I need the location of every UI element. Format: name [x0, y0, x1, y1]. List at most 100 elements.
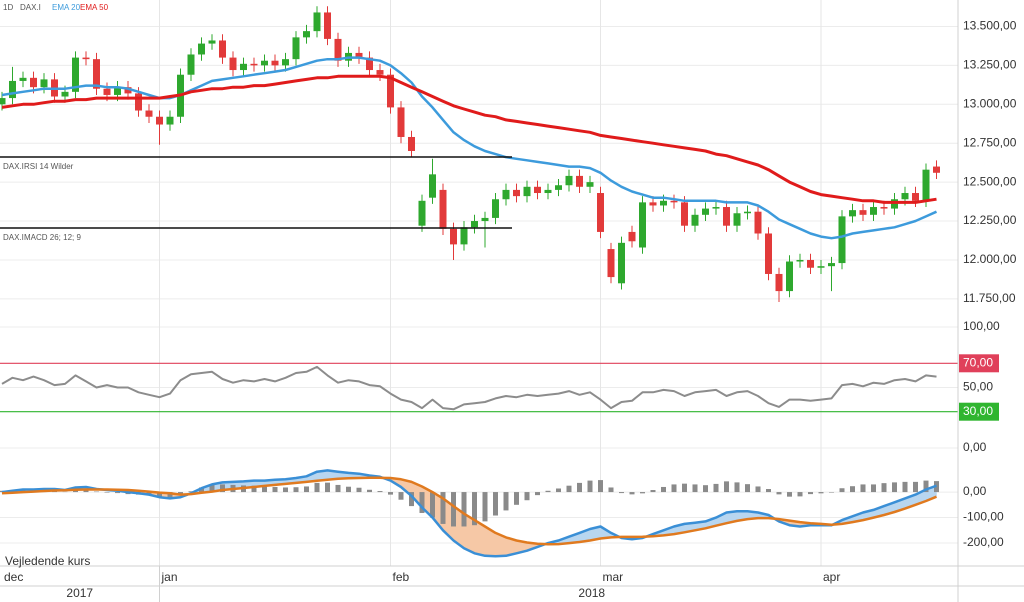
candle-body	[198, 43, 205, 55]
y-tick-label: 12.250,00	[963, 213, 1017, 227]
y-tick-label: 100,00	[963, 319, 1000, 333]
candle-body	[376, 70, 384, 75]
candle-body	[901, 193, 909, 200]
level-label: 30,00	[963, 404, 993, 418]
labels: 1D DAX.I DAX.I RSI 14 Wilder DAX.I MACD …	[3, 3, 1017, 600]
candle-body	[523, 186, 531, 197]
histogram-bar	[472, 492, 477, 526]
symbol: DAX.I	[3, 162, 24, 171]
candle-body	[124, 87, 132, 94]
histogram-bar	[797, 492, 803, 497]
histogram-bar	[325, 482, 330, 493]
candle-body	[775, 273, 783, 292]
histogram-bar	[818, 492, 824, 494]
histogram-bar	[272, 486, 278, 493]
candle-body	[817, 266, 825, 268]
histogram-bar	[440, 492, 446, 524]
candle-body	[828, 263, 835, 267]
y-tick-label: 13.500,00	[963, 19, 1017, 33]
candle-body	[481, 217, 489, 222]
histogram-bar	[850, 486, 855, 493]
histogram-bar	[167, 492, 173, 498]
histogram-bar	[209, 484, 215, 493]
histogram-bar	[556, 488, 561, 493]
line	[1, 365, 937, 411]
histogram-bar	[514, 492, 519, 505]
candle-body	[492, 199, 499, 218]
candle-body	[355, 52, 363, 58]
histogram-bar	[629, 492, 635, 495]
candle-body	[618, 242, 625, 284]
symbol: DAX.I	[3, 233, 24, 242]
candle-body	[292, 37, 300, 60]
histogram-bar	[892, 482, 897, 493]
candle-body	[324, 12, 331, 39]
candle-body	[723, 207, 730, 226]
histogram-bar	[293, 487, 299, 493]
candle-body	[114, 87, 121, 95]
histogram-bar	[881, 483, 887, 493]
candle-body	[208, 40, 216, 44]
y-tick-label: -200,00	[963, 535, 1004, 549]
candle-body	[891, 199, 898, 209]
candle-body	[702, 208, 709, 215]
histogram-bar	[923, 480, 929, 493]
histogram-bar	[283, 487, 288, 493]
y-tick-label: 12.500,00	[963, 174, 1017, 188]
candle-body	[387, 74, 394, 108]
candle-body	[334, 38, 342, 61]
level-label-box	[959, 354, 999, 373]
histogram-bar	[430, 492, 435, 518]
histogram-bar	[367, 489, 372, 493]
candle-body	[187, 54, 195, 75]
histogram-bar	[451, 492, 456, 527]
candle-body	[30, 77, 37, 88]
candle-body	[261, 60, 268, 66]
candle-body	[576, 175, 583, 187]
histogram-bar	[766, 489, 771, 493]
candle-body	[786, 261, 793, 292]
histogram-bar	[545, 490, 551, 493]
histogram-bar	[608, 487, 614, 493]
candle-body	[240, 63, 247, 71]
y-tick-label: 11.750,00	[963, 291, 1016, 305]
histogram-bar	[346, 486, 351, 493]
histogram-bar	[251, 485, 257, 493]
candle-body	[880, 207, 888, 209]
histogram-bar	[262, 486, 267, 493]
candle-body	[460, 227, 468, 245]
candle-body	[61, 91, 69, 97]
candle-body	[660, 200, 667, 206]
legend-entry: EMA 50	[80, 3, 109, 12]
histogram-bar	[398, 492, 404, 500]
y-tick-label: 13.250,00	[963, 58, 1017, 72]
candle-body	[628, 231, 636, 242]
line	[1, 476, 937, 546]
histogram-bar	[682, 483, 687, 493]
level-label: 70,00	[963, 355, 993, 369]
y-tick-label: 50,00	[963, 380, 993, 394]
candle-body	[712, 207, 720, 209]
histogram-bar	[871, 484, 876, 493]
histogram-bar	[220, 484, 225, 493]
histogram-bar	[703, 485, 708, 493]
candle-body	[754, 211, 762, 234]
candle-body	[408, 136, 415, 151]
candle-body	[922, 169, 930, 201]
candle-body	[135, 93, 142, 111]
histogram-bar	[157, 492, 162, 497]
year-label: 2018	[578, 586, 605, 600]
histogram-bar	[409, 492, 414, 507]
candle-body	[586, 182, 594, 187]
x-tick-label: dec	[4, 570, 23, 584]
candle-body	[103, 88, 111, 95]
histogram-bar	[787, 492, 792, 497]
histogram-bar	[388, 492, 393, 495]
histogram-bar	[356, 487, 362, 493]
candle-body	[439, 189, 447, 229]
histogram-bar	[304, 486, 309, 493]
candle-body	[229, 57, 237, 71]
candle-body	[271, 60, 279, 66]
